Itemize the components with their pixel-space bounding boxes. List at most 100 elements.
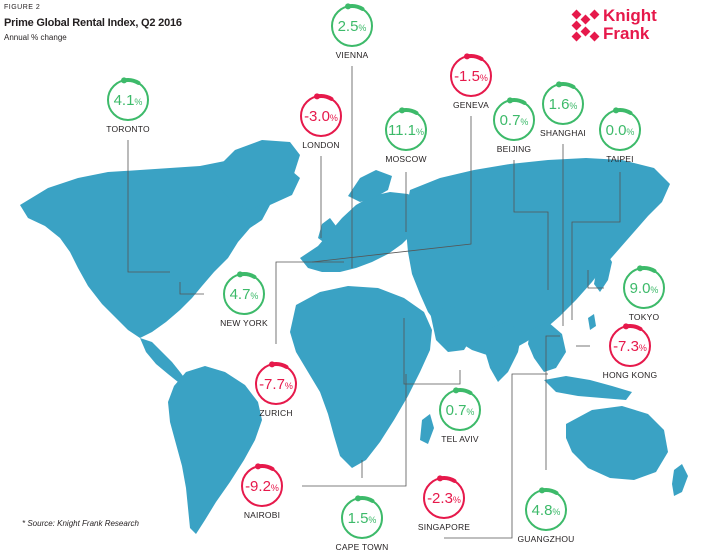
value-ring-dot-new-york: [237, 271, 244, 278]
city-label-zurich: ZURICH: [259, 408, 292, 418]
connector-nairobi: [302, 374, 407, 487]
connector-new-york: [179, 282, 204, 295]
connector-guangzhou: [545, 335, 560, 470]
city-marker-tokyo: 9.0% TOKYO: [623, 265, 665, 322]
figure-title: Prime Global Rental Index, Q2 2016: [4, 17, 182, 29]
city-value-tokyo: 9.0%: [630, 280, 659, 297]
indonesia-shape: [544, 376, 632, 400]
japan-shape: [594, 252, 612, 292]
connector-tel-aviv: [403, 318, 461, 385]
city-marker-tel-aviv: 0.7% TEL AVIV: [439, 387, 481, 444]
connector-singapore: [444, 373, 548, 539]
value-ring-dot-taipei: [613, 107, 620, 114]
value-ring-dot-toronto: [121, 77, 128, 84]
city-label-toronto: TORONTO: [106, 124, 150, 134]
connector-taipei: [571, 172, 621, 320]
value-ring-dot-tokyo: [637, 265, 644, 272]
knight-frank-logo: Knight Frank: [571, 7, 711, 47]
city-label-tokyo: TOKYO: [629, 312, 660, 322]
city-label-cape-town: CAPE TOWN: [336, 542, 389, 552]
europe-shape: [300, 192, 422, 272]
city-value-taipei: 0.0%: [606, 122, 635, 139]
city-label-new-york: NEW YORK: [220, 318, 268, 328]
madagascar-shape: [420, 414, 434, 444]
connector-zurich: [275, 261, 344, 344]
city-label-shanghai: SHANGHAI: [540, 128, 586, 138]
greenland-shape: [215, 140, 300, 210]
city-label-hong-kong: HONG KONG: [603, 370, 658, 380]
city-value-london: -3.0%: [304, 108, 338, 125]
city-marker-london: -3.0% LONDON: [300, 93, 342, 150]
city-value-nairobi: -9.2%: [245, 478, 279, 495]
city-marker-cape-town: 1.5% CAPE TOWN: [336, 495, 389, 552]
city-marker-new-york: 4.7% NEW YORK: [220, 271, 268, 328]
city-value-guangzhou: 4.8%: [532, 502, 561, 519]
connector-toronto: [127, 140, 170, 273]
city-value-toronto: 4.1%: [114, 92, 143, 109]
city-value-zurich: -7.7%: [259, 376, 293, 393]
value-ring-dot-nairobi: [255, 463, 262, 470]
city-label-tel-aviv: TEL AVIV: [441, 434, 479, 444]
australia-shape: [566, 406, 668, 480]
city-value-hong-kong: -7.3%: [613, 338, 647, 355]
city-label-guangzhou: GUANGZHOU: [517, 534, 574, 544]
figure-subtitle: Annual % change: [4, 33, 67, 42]
city-label-nairobi: NAIROBI: [244, 510, 280, 520]
logo-wordmark: Knight Frank: [603, 6, 657, 43]
southeast-asia-shape: [528, 322, 566, 372]
connector-lines: [127, 66, 621, 539]
knight-frank-logo-icon: [571, 9, 600, 42]
south-america-shape: [168, 366, 262, 534]
value-ring-dot-cape-town: [355, 495, 362, 502]
value-ring-dot-guangzhou: [539, 487, 546, 494]
city-label-beijing: BEIJING: [497, 144, 531, 154]
value-ring-dot-singapore: [437, 475, 444, 482]
city-label-vienna: VIENNA: [336, 50, 369, 60]
value-ring-dot-zurich: [269, 361, 276, 368]
uk-shape: [318, 218, 336, 244]
city-label-taipei: TAIPEI: [606, 154, 634, 164]
city-value-new-york: 4.7%: [230, 286, 259, 303]
city-value-beijing: 0.7%: [500, 112, 529, 129]
city-marker-toronto: 4.1% TORONTO: [106, 77, 150, 134]
value-ring-dot-moscow: [399, 107, 406, 114]
city-label-london: LONDON: [302, 140, 340, 150]
new-zealand-shape: [672, 464, 688, 496]
city-value-tel-aviv: 0.7%: [446, 402, 475, 419]
value-ring-dot-hong-kong: [623, 323, 630, 330]
india-shape: [484, 322, 522, 382]
city-marker-beijing: 0.7% BEIJING: [493, 97, 535, 154]
city-value-singapore: -2.3%: [427, 490, 461, 507]
arabia-shape: [430, 306, 474, 352]
africa-shape: [290, 286, 432, 468]
city-label-moscow: MOSCOW: [385, 154, 426, 164]
connector-beijing: [513, 160, 549, 290]
city-marker-nairobi: -9.2% NAIROBI: [241, 463, 283, 520]
city-marker-vienna: 2.5% VIENNA: [331, 3, 373, 60]
city-marker-guangzhou: 4.8% GUANGZHOU: [517, 487, 574, 544]
city-marker-shanghai: 1.6% SHANGHAI: [540, 81, 586, 138]
value-ring-dot-geneva: [464, 53, 471, 60]
city-marker-moscow: 11.1% MOSCOW: [385, 107, 427, 164]
value-ring-dot-vienna: [345, 3, 352, 10]
city-value-vienna: 2.5%: [338, 18, 367, 35]
value-ring-dot-tel-aviv: [453, 387, 460, 394]
city-label-geneva: GENEVA: [453, 100, 489, 110]
figure-label: FIGURE 2: [4, 4, 41, 11]
city-label-singapore: SINGAPORE: [418, 522, 470, 532]
value-ring-dot-shanghai: [556, 81, 563, 88]
city-marker-zurich: -7.7% ZURICH: [255, 361, 297, 418]
world-map-land: [20, 140, 688, 534]
city-marker-taipei: 0.0% TAIPEI: [599, 107, 641, 164]
central-america-shape: [140, 338, 186, 382]
scandinavia-shape: [348, 170, 392, 202]
value-ring-dot-london: [314, 93, 321, 100]
city-marker-geneva: -1.5% GENEVA: [450, 53, 492, 110]
value-ring-dot-beijing: [507, 97, 514, 104]
source-note: * Source: Knight Frank Research: [22, 519, 139, 528]
asia-shape: [406, 158, 670, 356]
city-value-geneva: -1.5%: [454, 68, 488, 85]
connector-tokyo: [587, 270, 604, 289]
